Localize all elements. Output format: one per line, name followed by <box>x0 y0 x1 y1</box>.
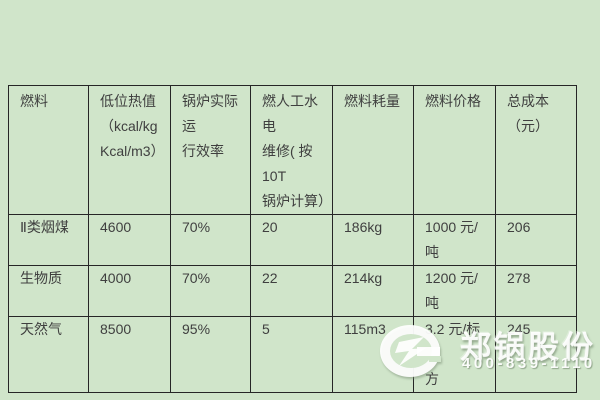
cell-consumption: 186kg <box>332 214 414 266</box>
cell-efficiency: 70% <box>170 214 251 266</box>
cell-heating-value: 4600 <box>88 214 171 266</box>
col-header-boiler-efficiency: 锅炉实际运 行效率 <box>170 85 251 215</box>
cell-maintenance: 20 <box>250 214 333 266</box>
row-label: Ⅱ类烟煤 <box>8 214 89 266</box>
col-header-labor-utility-maintenance: 燃人工水电 维修( 按 10T 锅炉计算） <box>250 85 333 215</box>
cell-price: 3.2 元/标立 方 <box>413 316 496 393</box>
col-header-heating-value: 低位热值 （kcal/kg Kcal/m3） <box>88 85 171 215</box>
row-label: 生物质 <box>8 265 89 317</box>
cell-total-cost: 245 <box>495 316 577 393</box>
col-header-fuel: 燃料 <box>8 85 89 215</box>
table-row-biomass: 生物质 4000 70% 22 214kg 1200 元/吨 278 <box>8 265 577 317</box>
header-row: 燃料 低位热值 （kcal/kg Kcal/m3） 锅炉实际运 行效率 燃人工水… <box>8 85 577 215</box>
cell-heating-value: 8500 <box>88 316 171 393</box>
cell-efficiency: 70% <box>170 265 251 317</box>
cell-efficiency: 95% <box>170 316 251 393</box>
table-row-natural-gas: 天然气 8500 95% 5 115m3 3.2 元/标立 方 245 <box>8 316 577 393</box>
cell-maintenance: 5 <box>250 316 333 393</box>
col-header-total-cost: 总成本（元） <box>495 85 577 215</box>
col-header-fuel-consumption: 燃料耗量 <box>332 85 414 215</box>
table-row-coal: Ⅱ类烟煤 4600 70% 20 186kg 1000 元/吨 206 <box>8 214 577 266</box>
cell-maintenance: 22 <box>250 265 333 317</box>
cell-total-cost: 278 <box>495 265 577 317</box>
cell-consumption: 115m3 <box>332 316 414 393</box>
cell-total-cost: 206 <box>495 214 577 266</box>
row-label: 天然气 <box>8 316 89 393</box>
cell-price: 1200 元/吨 <box>413 265 496 317</box>
cell-consumption: 214kg <box>332 265 414 317</box>
cell-heating-value: 4000 <box>88 265 171 317</box>
col-header-fuel-price: 燃料价格 <box>413 85 496 215</box>
fuel-cost-comparison-table: 燃料 低位热值 （kcal/kg Kcal/m3） 锅炉实际运 行效率 燃人工水… <box>8 85 577 393</box>
cell-price: 1000 元/吨 <box>413 214 496 266</box>
